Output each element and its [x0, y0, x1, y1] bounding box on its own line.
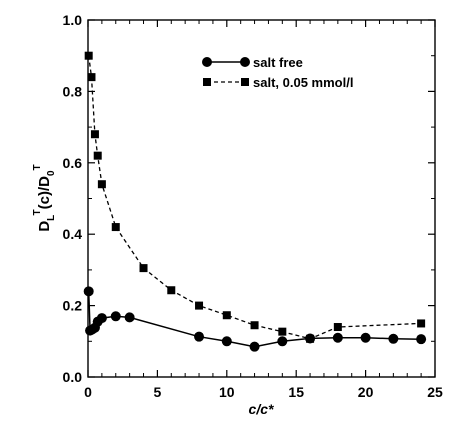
- data-point-circle: [332, 332, 343, 343]
- data-point-circle: [416, 334, 427, 345]
- legend-entry-salt: salt, 0.05 mmol/l: [203, 75, 353, 90]
- plot-frame: [87, 19, 436, 378]
- x-tick-label: 20: [358, 384, 374, 400]
- legend: salt free salt, 0.05 mmol/l: [202, 55, 353, 90]
- data-point-square: [250, 321, 259, 330]
- data-point-square: [97, 180, 106, 189]
- data-point-circle: [277, 336, 288, 347]
- data-point-square: [278, 327, 287, 336]
- legend-marker-square: [241, 78, 249, 86]
- data-point-circle: [388, 333, 399, 344]
- x-tick-label: 5: [154, 384, 162, 400]
- y-axis-ticks: 0.0 0.2 0.4 0.6 0.8 1.0: [63, 12, 435, 385]
- data-point-square: [222, 311, 231, 320]
- y-label-sup-T2: T: [32, 164, 43, 170]
- data-point-circle: [83, 286, 94, 297]
- y-tick-label: 0.6: [63, 155, 83, 171]
- data-point-square: [167, 286, 176, 295]
- data-point-circle: [360, 332, 371, 343]
- legend-label-salt: salt, 0.05 mmol/l: [253, 75, 353, 90]
- x-axis-label: c/c*: [249, 401, 274, 417]
- y-label-sub-L: L: [46, 215, 57, 221]
- data-point-circle: [96, 313, 107, 324]
- y-tick-label: 0.4: [63, 226, 83, 242]
- data-point-square: [84, 51, 93, 60]
- y-tick-label: 0.2: [63, 298, 83, 314]
- y-label-sup-T: T: [32, 209, 43, 215]
- series-line-1: [88, 55, 422, 340]
- y-tick-label: 0.8: [63, 83, 83, 99]
- x-axis-ticks: 0 5 10 15 20 25: [84, 20, 443, 400]
- data-point-square: [195, 301, 204, 310]
- data-point-square: [333, 323, 342, 332]
- x-tick-label: 0: [84, 384, 92, 400]
- y-label-sub-0: 0: [46, 170, 57, 176]
- legend-entry-salt-free: salt free: [202, 55, 303, 70]
- x-tick-label: 25: [427, 384, 443, 400]
- legend-marker-circle: [202, 57, 212, 67]
- y-tick-label: 0.0: [63, 369, 83, 385]
- series-layer: [83, 51, 427, 352]
- data-point-circle: [124, 312, 135, 323]
- legend-marker-circle: [240, 57, 250, 67]
- x-tick-label: 15: [288, 384, 304, 400]
- data-point-square: [139, 264, 148, 273]
- data-point-square: [111, 223, 120, 232]
- series-line-0: [87, 291, 422, 348]
- legend-label-salt-free: salt free: [253, 55, 303, 70]
- y-axis-label: DLT(c)/D0T: [32, 164, 57, 231]
- data-point-square: [87, 73, 96, 82]
- data-point-circle: [110, 311, 121, 322]
- x-tick-label: 10: [219, 384, 235, 400]
- data-point-circle: [221, 336, 232, 347]
- legend-marker-square: [203, 78, 211, 86]
- y-label-mid: (c)/D: [36, 176, 53, 210]
- y-tick-label: 1.0: [63, 12, 83, 28]
- data-point-square: [306, 334, 315, 343]
- data-point-square: [417, 319, 426, 328]
- y-label-D: D: [36, 221, 53, 232]
- data-point-square: [93, 151, 102, 160]
- data-point-square: [90, 130, 99, 139]
- data-point-circle: [194, 331, 205, 342]
- data-point-circle: [249, 341, 260, 352]
